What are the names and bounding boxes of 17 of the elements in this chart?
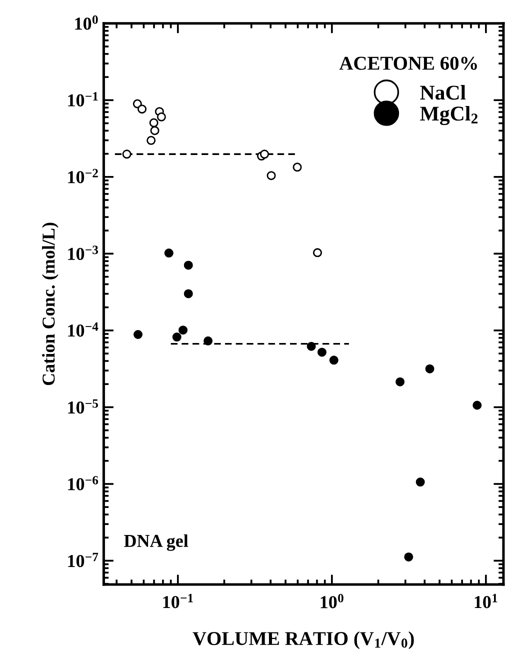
legend-label: MgCl$_{2}$	[420, 106, 478, 126]
y-tick-label: 10$^{−7}$	[68, 552, 98, 568]
y-tick-label: 10$^{−5}$	[68, 399, 98, 414]
x-tick-label: 10$^{1}$	[474, 594, 498, 608]
y-tick-label: 10$^{0}$	[75, 15, 98, 30]
y-axis-title: Cation Conc. (mol/L)	[42, 222, 58, 386]
x-tick-label: 10$^{0}$	[320, 594, 344, 608]
y-tick-label: 10$^{−1}$	[68, 92, 98, 106]
y-tick-label: 10$^{−3}$	[68, 246, 98, 260]
annotation: DNA gel	[124, 534, 188, 551]
legend-label: NaCl	[420, 85, 466, 100]
x-tick-label: 10$^{−1}$	[163, 594, 193, 608]
x-axis-title: VOLUME RATIO (V$_{1}$/V$_{0}$)	[192, 631, 414, 650]
y-tick-label: 10$^{−6}$	[68, 476, 98, 490]
y-tick-label: 10$^{−4}$	[68, 322, 98, 337]
y-tick-label: 10$^{−2}$	[68, 168, 98, 184]
legend-title: ACETONE 60%	[339, 56, 477, 70]
